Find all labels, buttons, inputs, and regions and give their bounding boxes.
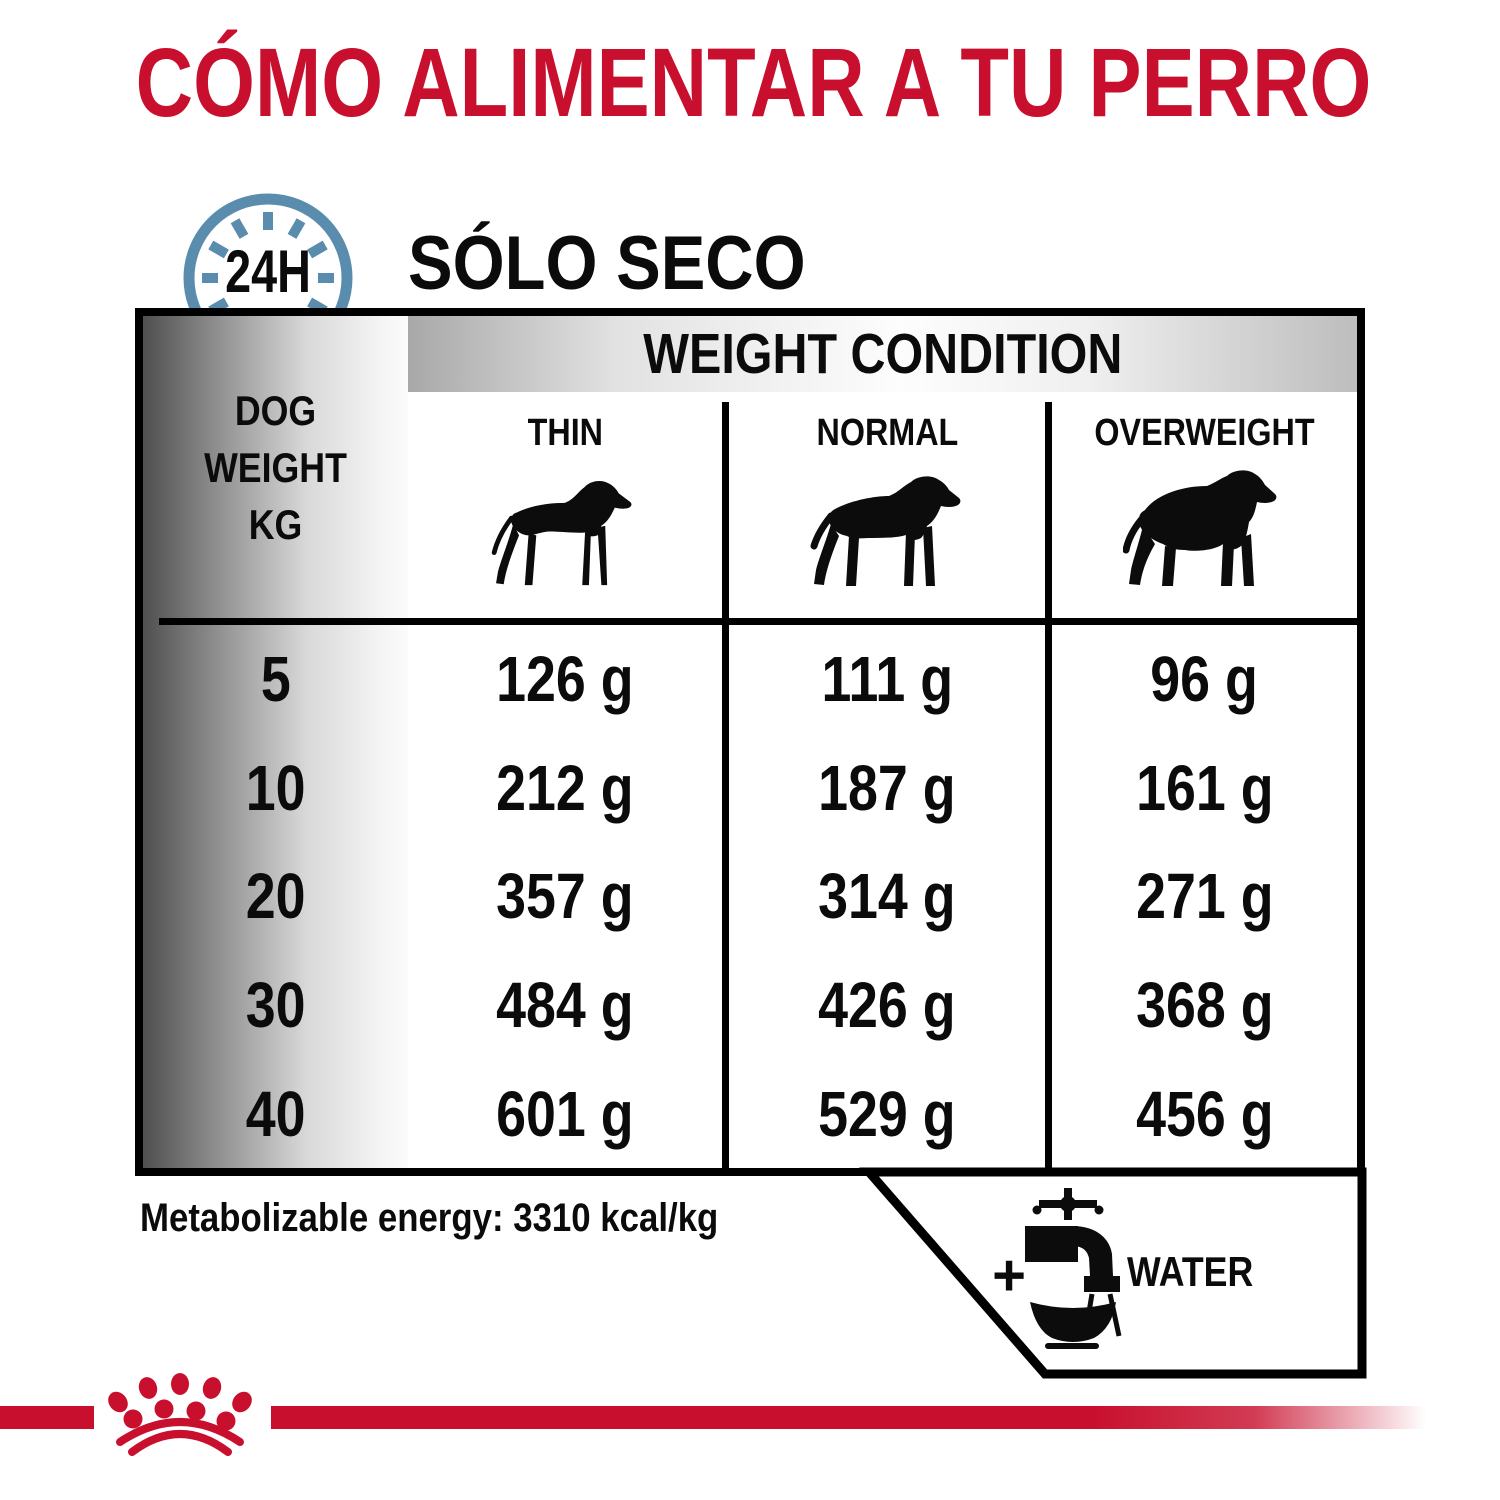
brand-bar-left (0, 1406, 94, 1429)
column-divider (1045, 402, 1052, 1168)
column-label-normal: NORMAL (816, 411, 958, 454)
cell-dog-weight: 10 (245, 751, 306, 824)
cell-normal: 426 g (818, 969, 956, 1042)
cell-overweight: 96 g (1150, 643, 1259, 716)
table-row: 10 212 g 187 g 161 g (143, 734, 1357, 843)
cell-dog-weight: 5 (260, 643, 291, 716)
cell-normal: 314 g (818, 860, 956, 933)
table-row: 20 357 g 314 g 271 g (143, 842, 1357, 951)
page-title-text: CÓMO ALIMENTAR A TU PERRO (135, 28, 1372, 137)
cell-overweight: 368 g (1135, 969, 1274, 1042)
feeding-table-body: 5 126 g 111 g 96 g 10 212 g 187 g 161 g … (143, 625, 1357, 1168)
clock-24h-label: 24H (225, 238, 311, 305)
metabolizable-energy-note: Metabolizable energy: 3310 kcal/kg (140, 1196, 719, 1240)
table-row: 30 484 g 426 g 368 g (143, 951, 1357, 1060)
clock-ring (183, 193, 353, 308)
cell-thin: 126 g (496, 643, 634, 716)
water-tap-icon (1025, 1188, 1122, 1349)
cell-normal: 111 g (821, 643, 953, 716)
column-divider (722, 402, 729, 1168)
clock-24h-icon: 24H (180, 190, 356, 308)
cell-normal: 529 g (818, 1077, 956, 1150)
dry-only-heading: SÓLO SECO (408, 221, 806, 306)
table-row: 5 126 g 111 g 96 g (143, 625, 1357, 734)
column-label-thin: THIN (527, 411, 603, 454)
weight-condition-header: WEIGHT CONDITION (408, 316, 1357, 392)
page-title: CÓMO ALIMENTAR A TU PERRO (0, 34, 1500, 131)
header-separator-line (159, 618, 1357, 625)
cell-overweight: 161 g (1135, 751, 1274, 824)
cell-thin: 357 g (496, 860, 634, 933)
cell-overweight: 456 g (1135, 1077, 1274, 1150)
cell-dog-weight: 20 (245, 860, 306, 933)
cell-thin: 212 g (496, 751, 634, 824)
cell-thin: 484 g (496, 969, 634, 1042)
cell-overweight: 271 g (1135, 860, 1274, 933)
row-header-column-background (143, 316, 408, 1168)
royal-canin-crown-icon (108, 1373, 252, 1456)
cell-normal: 187 g (818, 751, 956, 824)
overweight-dog-icon (1123, 470, 1277, 586)
feeding-table: WEIGHT CONDITION DOG WEIGHT KG THIN NORM… (135, 308, 1365, 1176)
table-row: 40 601 g 529 g 456 g (143, 1059, 1357, 1168)
cell-dog-weight: 30 (245, 969, 306, 1042)
thin-dog-icon (491, 481, 632, 586)
cell-thin: 601 g (496, 1077, 634, 1150)
cell-dog-weight: 40 (245, 1077, 306, 1150)
normal-dog-icon (810, 476, 961, 586)
column-label-overweight: OVERWEIGHT (1094, 411, 1315, 454)
water-callout-box (859, 1167, 1367, 1379)
water-label: WATER (1127, 1248, 1254, 1295)
dog-weight-header: DOG WEIGHT KG (204, 387, 347, 548)
brand-bar-right (271, 1406, 1500, 1429)
plus-sign: + (992, 1243, 1026, 1308)
